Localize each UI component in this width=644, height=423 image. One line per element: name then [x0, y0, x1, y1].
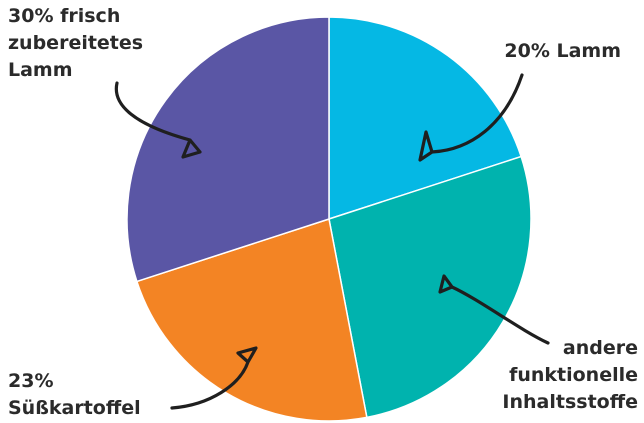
arrow-other [438, 274, 550, 345]
arrow-lamb-fresh [114, 81, 202, 159]
slice-label-line: funktionelle [509, 364, 638, 386]
slice-label-line: 20% Lamm [504, 40, 621, 62]
slice-label-line: Süßkartoffel [8, 397, 141, 419]
slice-label-line: andere [562, 337, 638, 359]
slice-label-other-ingredients: andere funktionelle Inhaltsstoffe [502, 335, 638, 416]
slice-label-line: 30% frisch [8, 5, 121, 27]
slice-label-fresh-lamb: 30% frisch zubereitetes Lamm [8, 3, 143, 84]
arrow-sweet [170, 346, 258, 410]
slice-label-lamb: 20% Lamm [504, 38, 621, 65]
slice-label-line: zubereitetes [8, 32, 144, 54]
slice-label-line: 23% [8, 370, 54, 392]
slice-label-line: Lamm [8, 59, 73, 81]
pie-slice-frisch-zubereitetes-lamm [126, 16, 330, 283]
callout-arrows [114, 73, 550, 410]
pie-slices [126, 16, 532, 422]
pie-slice-lamm [328, 16, 523, 221]
arrow-lamb [418, 73, 524, 162]
slice-label-sweet-potato: 23% Süßkartoffel [8, 368, 141, 422]
slice-label-line: Inhaltsstoffe [502, 391, 638, 413]
pie-slice-andere-funktionelle-inhaltsstoffe [328, 155, 532, 419]
pie-slice-süßkartoffel [135, 218, 368, 422]
